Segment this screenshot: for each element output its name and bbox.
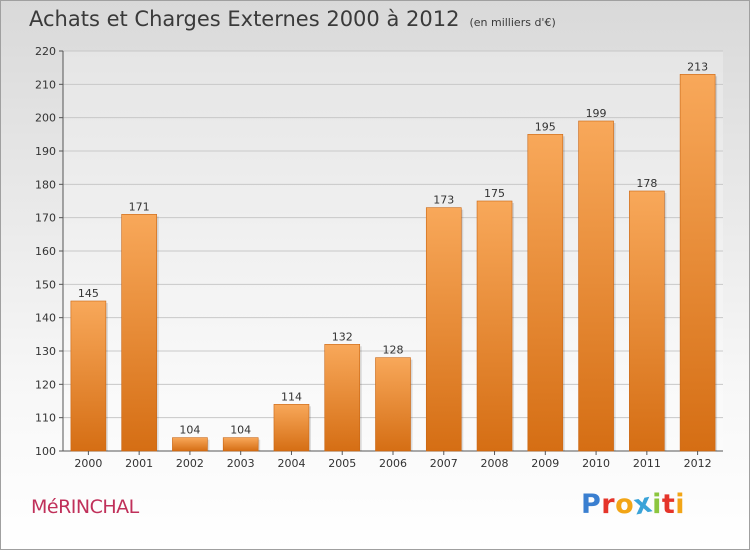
x-tick-label: 2003 (227, 457, 255, 470)
x-tick-label: 2009 (531, 457, 559, 470)
data-label: 199 (586, 107, 607, 120)
bar (629, 190, 665, 452)
data-label: 195 (535, 120, 556, 133)
bar (324, 344, 361, 452)
y-tick-label: 180 (35, 178, 56, 191)
bar (578, 120, 614, 452)
x-tick-label: 2001 (125, 457, 153, 470)
y-tick-label: 140 (35, 312, 56, 325)
data-label: 128 (383, 344, 404, 357)
x-tick-label: 2012 (684, 457, 712, 470)
data-label: 213 (687, 60, 708, 73)
proxiti-logo: Proxiti (581, 487, 686, 521)
bar (527, 134, 564, 452)
data-label: 132 (332, 330, 353, 343)
bar (425, 207, 462, 452)
data-label: 104 (179, 424, 200, 437)
data-label: 175 (484, 187, 505, 200)
y-tick-label: 200 (35, 112, 56, 125)
data-label: 173 (433, 194, 454, 207)
brand-letter: t (661, 489, 676, 520)
bar (273, 404, 310, 452)
y-tick-label: 150 (35, 278, 56, 291)
y-tick-label: 210 (35, 78, 56, 91)
unit-label: (en milliers d'€) (469, 16, 556, 29)
y-tick-label: 130 (35, 345, 56, 358)
data-label: 104 (230, 424, 251, 437)
x-tick-label: 2002 (176, 457, 204, 470)
x-tick-label: 2005 (328, 457, 356, 470)
x-tick-label: 2007 (430, 457, 458, 470)
data-label: 145 (78, 287, 99, 300)
bar (172, 437, 208, 452)
bar (70, 300, 107, 452)
brand-letter: r (601, 489, 616, 520)
y-tick-label: 100 (35, 445, 56, 458)
brand-letter: i (675, 489, 686, 520)
title-text: Achats et Charges Externes 2000 à 2012 (29, 7, 460, 31)
y-tick-label: 120 (35, 378, 56, 391)
bar (476, 200, 513, 452)
y-tick-label: 110 (35, 412, 56, 425)
chart-title: Achats et Charges Externes 2000 à 2012 (e… (29, 7, 556, 31)
y-tick-label: 160 (35, 245, 56, 258)
y-tick-label: 170 (35, 212, 56, 225)
x-tick-label: 2006 (379, 457, 407, 470)
town-name: MéRINCHAL (31, 496, 139, 518)
x-tick-label: 2004 (277, 457, 305, 470)
brand-letter: i (652, 489, 662, 520)
x-tick-label: 2011 (633, 457, 661, 470)
x-tick-label: 2000 (74, 457, 102, 470)
data-label: 178 (636, 177, 657, 190)
bar (679, 74, 716, 452)
bar (375, 357, 411, 452)
x-tick-label: 2008 (481, 457, 509, 470)
y-tick-label: 220 (35, 45, 56, 58)
brand-letter: P (581, 489, 602, 520)
x-tick-label: 2010 (582, 457, 610, 470)
data-label: 171 (129, 200, 150, 213)
bar (121, 214, 157, 452)
data-label: 114 (281, 390, 302, 403)
y-tick-label: 190 (35, 145, 56, 158)
brand-letter: o (615, 489, 635, 520)
bar (222, 437, 259, 452)
